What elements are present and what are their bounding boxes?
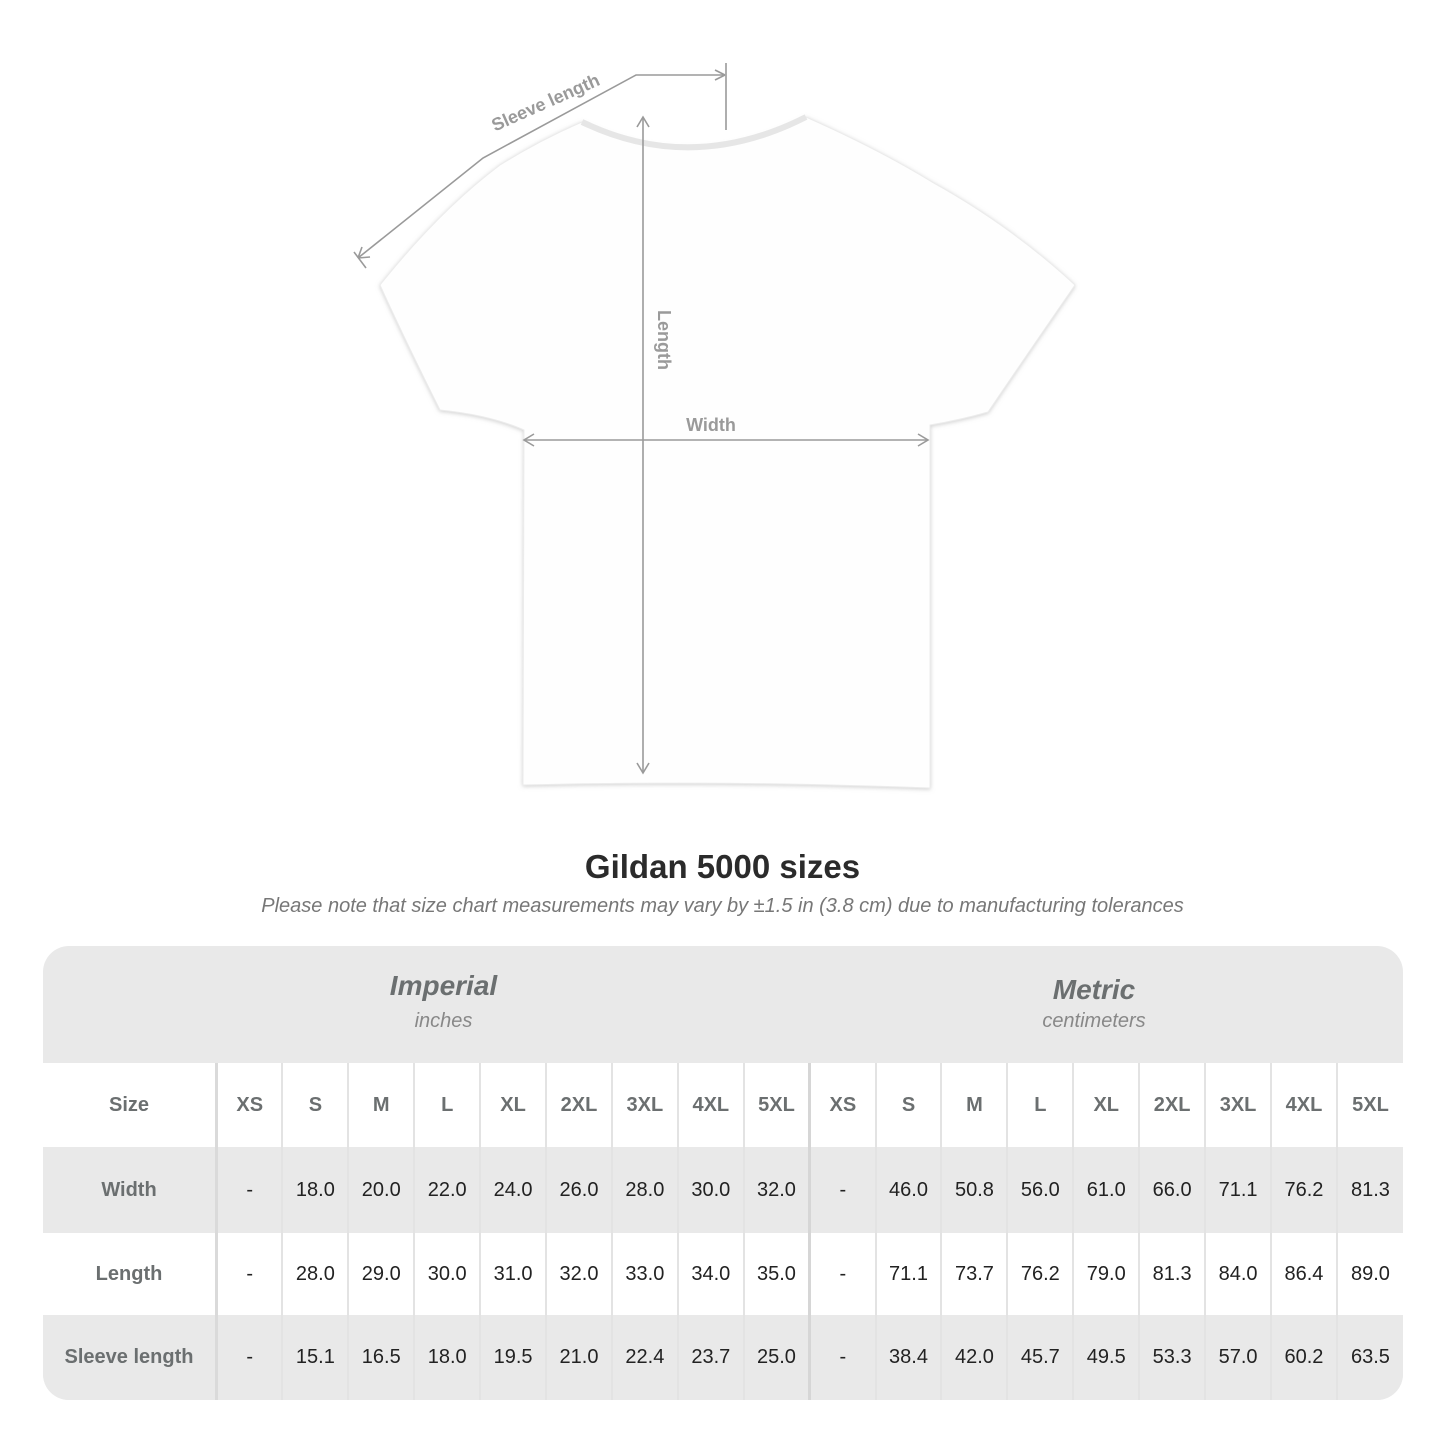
length-label: Length	[654, 310, 674, 370]
metric-value-cell: 73.7	[940, 1233, 1008, 1315]
imperial-value-cell: 20.0	[347, 1147, 415, 1233]
imperial-value-cell: 28.0	[610, 1147, 678, 1233]
imperial-size-header: 3XL	[610, 1063, 678, 1147]
metric-value-cell: 71.1	[874, 1233, 942, 1315]
imperial-size-header: 5XL	[742, 1063, 810, 1147]
imperial-value-cell: 16.5	[347, 1315, 415, 1400]
metric-value-cell: 61.0	[1072, 1147, 1140, 1233]
imperial-value-cell: 24.0	[479, 1147, 547, 1233]
metric-value-cell: 42.0	[940, 1315, 1008, 1400]
metric-value-cell: 86.4	[1270, 1233, 1337, 1315]
imperial-size-header: M	[347, 1063, 415, 1147]
metric-header: Metric centimeters	[809, 946, 1379, 1063]
imperial-header: Imperial inches	[215, 946, 672, 1063]
imperial-value-cell: 26.0	[545, 1147, 612, 1233]
metric-size-header: M	[940, 1063, 1008, 1147]
metric-value-cell: -	[808, 1315, 876, 1400]
imperial-value-cell: 33.0	[610, 1233, 678, 1315]
metric-value-cell: 46.0	[874, 1147, 942, 1233]
imperial-value-cell: 30.0	[676, 1147, 744, 1233]
table-row: Width -18.0 20.0 22.0 24.0 26.0 28.0 30.0 32.0-4…	[43, 1147, 1403, 1233]
metric-value-cell: 84.0	[1204, 1233, 1271, 1315]
row-label: Length	[43, 1233, 218, 1315]
metric-value-cell: 45.7	[1006, 1315, 1074, 1400]
metric-size-header: L	[1006, 1063, 1074, 1147]
metric-value-cell: 57.0	[1204, 1315, 1271, 1400]
metric-size-header: XS	[808, 1063, 876, 1147]
table-row: Sleeve length -15.1 16.5 18.0 19.5 21.0 22.4 23…	[43, 1315, 1403, 1400]
size-chart: Imperial inches Metric centimeters Size X…	[43, 946, 1403, 1400]
metric-value-cell: 38.4	[874, 1315, 942, 1400]
imperial-value-cell: 18.0	[281, 1147, 349, 1233]
metric-size-header: XL	[1072, 1063, 1140, 1147]
metric-value-cell: 63.5	[1335, 1315, 1403, 1400]
size-table: Size XS S M L XL 2XL 3XL 4XL 5XL XS S M L XL 2XL 3XL 4XL 5…	[43, 1063, 1403, 1400]
imperial-value-cell: 35.0	[742, 1233, 810, 1315]
size-header-row: Size XS S M L XL 2XL 3XL 4XL 5XL XS S M L XL 2XL 3XL 4XL 5…	[43, 1063, 1403, 1147]
metric-value-cell: 79.0	[1072, 1233, 1140, 1315]
metric-size-header: 3XL	[1204, 1063, 1271, 1147]
metric-value-cell: 56.0	[1006, 1147, 1074, 1233]
imperial-size-header: S	[281, 1063, 349, 1147]
imperial-value-cell: 28.0	[281, 1233, 349, 1315]
imperial-size-header: L	[413, 1063, 481, 1147]
size-row-label: Size	[43, 1063, 218, 1147]
imperial-value-cell: 30.0	[413, 1233, 481, 1315]
metric-size-header: 2XL	[1138, 1063, 1206, 1147]
imperial-value-cell: 32.0	[545, 1233, 612, 1315]
imperial-value-cell: 25.0	[742, 1315, 810, 1400]
metric-value-cell: 66.0	[1138, 1147, 1206, 1233]
imperial-value-cell: 19.5	[479, 1315, 547, 1400]
imperial-value-cell: 22.4	[610, 1315, 678, 1400]
metric-value-cell: -	[808, 1233, 876, 1315]
imperial-title: Imperial	[389, 970, 498, 1001]
metric-value-cell: 49.5	[1072, 1315, 1140, 1400]
metric-value-cell: 50.8	[940, 1147, 1008, 1233]
imperial-size-header: XS	[215, 1063, 283, 1147]
imperial-value-cell: 15.1	[281, 1315, 349, 1400]
tolerance-note: Please note that size chart measurements…	[261, 895, 1184, 917]
row-label: Sleeve length	[43, 1315, 218, 1400]
metric-size-header: 5XL	[1335, 1063, 1403, 1147]
metric-value-cell: 89.0	[1335, 1233, 1403, 1315]
metric-size-header: 4XL	[1270, 1063, 1337, 1147]
imperial-value-cell: 21.0	[545, 1315, 612, 1400]
metric-value-cell: 71.1	[1204, 1147, 1271, 1233]
imperial-value-cell: 23.7	[676, 1315, 744, 1400]
imperial-size-header: XL	[479, 1063, 547, 1147]
chart-title: Gildan 5000 sizes	[584, 848, 861, 885]
metric-value-cell: 60.2	[1270, 1315, 1337, 1400]
imperial-value-cell: 34.0	[676, 1233, 744, 1315]
imperial-value-cell: 31.0	[479, 1233, 547, 1315]
tshirt-diagram: Sleeve length Length Width	[353, 63, 1076, 789]
imperial-size-header: 4XL	[676, 1063, 744, 1147]
table-row: Length -28.0 29.0 30.0 31.0 32.0 33.0 34.0 35.0-…	[43, 1233, 1403, 1315]
metric-value-cell: 81.3	[1138, 1233, 1206, 1315]
metric-size-header: S	[874, 1063, 942, 1147]
metric-value-cell: 81.3	[1335, 1147, 1403, 1233]
imperial-value-cell: 22.0	[413, 1147, 481, 1233]
imperial-value-cell: -	[215, 1315, 283, 1400]
row-label: Width	[43, 1147, 218, 1233]
imperial-value-cell: -	[215, 1233, 283, 1315]
imperial-value-cell: 18.0	[413, 1315, 481, 1400]
imperial-value-cell: 29.0	[347, 1233, 415, 1315]
imperial-size-header: 2XL	[545, 1063, 612, 1147]
sleeve-length-line	[357, 74, 725, 259]
imperial-value-cell: -	[215, 1147, 283, 1233]
metric-value-cell: 53.3	[1138, 1315, 1206, 1400]
metric-value-cell: 76.2	[1006, 1233, 1074, 1315]
metric-value-cell: -	[808, 1147, 876, 1233]
metric-title: Metric	[1052, 974, 1136, 1005]
metric-value-cell: 76.2	[1270, 1147, 1337, 1233]
imperial-value-cell: 32.0	[742, 1147, 810, 1233]
width-label: Width	[686, 415, 736, 435]
metric-unit: centimeters	[1042, 1010, 1146, 1032]
imperial-unit: inches	[414, 1010, 473, 1032]
tshirt-shape	[379, 116, 1076, 789]
